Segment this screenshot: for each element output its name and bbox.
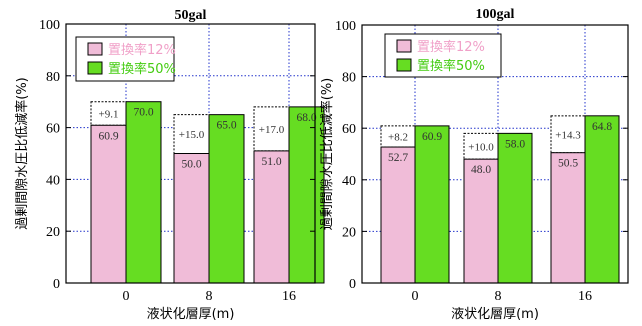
x-tick-label: 16 bbox=[282, 289, 296, 304]
bar-series2 bbox=[497, 132, 533, 284]
increment-bar bbox=[253, 106, 290, 152]
x-tick-label: 0 bbox=[123, 289, 130, 304]
bar-label-series2: 68.0 bbox=[296, 112, 316, 124]
legend-swatch-series1 bbox=[396, 39, 412, 53]
bar-label-series1: 48.0 bbox=[471, 164, 491, 176]
bar-label-series1: 52.7 bbox=[388, 152, 408, 164]
chart-title: 100gal bbox=[476, 7, 515, 22]
x-tick-label: 16 bbox=[578, 289, 592, 304]
legend-swatch-series2 bbox=[396, 58, 412, 72]
legend-label-series2: 置換率50% bbox=[417, 58, 485, 74]
y-tick-label: 20 bbox=[342, 225, 356, 240]
chart-panel-1: 60.9 +9.1 70.0 0 50.0 +15.0 65.0 8 51.0 +17.0 68.0… bbox=[14, 8, 325, 322]
bar-label-series1: 50.5 bbox=[558, 158, 578, 170]
legend-label-series2: 置換率50% bbox=[108, 61, 176, 77]
bar-series1 bbox=[253, 150, 290, 284]
legend: 置換率12% 置換率50% bbox=[75, 36, 176, 82]
increment-label: +17.0 bbox=[259, 124, 285, 136]
legend-swatch-series1 bbox=[87, 42, 103, 56]
bar-series1 bbox=[380, 146, 416, 284]
bar-series1 bbox=[550, 152, 586, 284]
bar-label-series1: 51.0 bbox=[261, 156, 281, 168]
y-tick-label: 20 bbox=[46, 225, 60, 240]
bar-series2 bbox=[584, 115, 620, 284]
bar-label-series2: 70.0 bbox=[133, 107, 153, 119]
increment-label: +10.0 bbox=[468, 141, 494, 153]
x-tick-label: 8 bbox=[206, 289, 213, 304]
bar-series2 bbox=[208, 114, 245, 284]
chart-panel-2: 52.7 +8.2 60.9 0 48.0 +10.0 58.0 8 50.5 +14.3 64.8… bbox=[319, 7, 629, 322]
increment-label: +9.1 bbox=[99, 108, 119, 120]
chart-title: 50gal bbox=[175, 8, 207, 23]
y-tick-label: 80 bbox=[46, 70, 60, 85]
y-axis-title: 過剰間隙水圧比低減率(%) bbox=[14, 77, 30, 230]
y-tick-label: 100 bbox=[335, 19, 356, 34]
bar-label-series2: 60.9 bbox=[422, 131, 442, 143]
bar-label-series2: 65.0 bbox=[216, 120, 236, 132]
y-tick-label: 40 bbox=[342, 174, 356, 189]
y-tick-label: 80 bbox=[342, 71, 356, 86]
y-tick-label: 40 bbox=[46, 173, 60, 188]
bar-label-series1: 60.9 bbox=[98, 130, 118, 142]
bar-label-series1: 50.0 bbox=[181, 159, 201, 171]
legend: 置換率12% 置換率50% bbox=[384, 33, 502, 78]
plot-frame bbox=[361, 24, 629, 284]
bar-label-series2: 58.0 bbox=[505, 138, 525, 150]
increment-label: +15.0 bbox=[179, 129, 205, 141]
bar-series1 bbox=[90, 124, 127, 284]
bar-series1 bbox=[463, 158, 499, 284]
legend-label-series1: 置換率12% bbox=[417, 39, 485, 55]
bar-series2 bbox=[414, 125, 450, 284]
plot-frame bbox=[65, 23, 316, 284]
bar-label-series2: 64.8 bbox=[592, 121, 612, 133]
y-axis-title: 過剰間隙水圧比低減率(%) bbox=[319, 78, 335, 231]
increment-bar bbox=[380, 125, 416, 148]
increment-bar bbox=[550, 115, 586, 154]
x-axis-title: 液状化層厚(m) bbox=[451, 307, 539, 322]
increment-label: +8.2 bbox=[388, 131, 408, 143]
x-tick-label: 8 bbox=[495, 289, 502, 304]
bar-series2 bbox=[125, 101, 162, 284]
y-tick-label: 60 bbox=[46, 122, 60, 137]
x-tick-label: 0 bbox=[412, 289, 419, 304]
y-tick-label: 100 bbox=[39, 18, 60, 33]
bar-series2 bbox=[288, 106, 325, 284]
bar-series1 bbox=[173, 153, 210, 284]
increment-label: +14.3 bbox=[555, 129, 581, 141]
y-tick-label: 0 bbox=[53, 277, 60, 292]
legend-label-series1: 置換率12% bbox=[108, 42, 176, 58]
x-axis-title: 液状化層厚(m) bbox=[147, 307, 235, 322]
y-tick-label: 0 bbox=[349, 277, 356, 292]
y-tick-label: 60 bbox=[342, 122, 356, 137]
legend-swatch-series2 bbox=[87, 61, 103, 75]
